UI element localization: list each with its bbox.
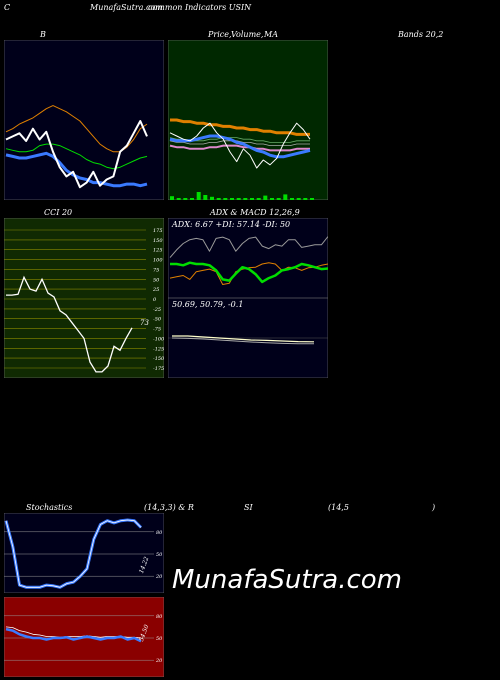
bollinger-price-line: [5, 120, 148, 189]
cci-tick-label: 0: [153, 297, 157, 303]
volume-bar: [270, 198, 274, 200]
rsi-tick-label: 50: [156, 636, 163, 642]
rsi-tick-label: 80: [156, 614, 163, 620]
macd-values: 50.69, 50.79, -0.1: [172, 300, 244, 309]
bbands-label: B: [40, 30, 46, 39]
price-ma-chart: [168, 40, 328, 200]
price-label: Price,: [208, 30, 232, 39]
stochastics-background: [4, 513, 164, 593]
cci-tick-label: -150: [153, 356, 164, 362]
cci-tick-label: 75: [153, 267, 159, 273]
header-title: common Indicators USIN: [148, 3, 252, 12]
header-left: C: [4, 3, 11, 12]
rsi-chart: 80 50 20: [4, 597, 164, 677]
price-ma-background: [168, 40, 328, 200]
ma-label: MA: [264, 30, 278, 39]
macd-chart: [168, 298, 328, 378]
adx-macd-label: ADX & MACD 12,26,9: [210, 208, 300, 217]
cci-chart: 175 150 125 100 75 50 25 0 -25 -50 -75 -100 -125 -150…: [4, 218, 164, 378]
volume-bar: [310, 198, 314, 200]
volume-bar: [236, 198, 241, 200]
stoch-params-label: (14,3,3) & R: [144, 503, 194, 512]
volume-bar: [283, 194, 288, 200]
cci-tick-label: 100: [153, 258, 163, 264]
volume-bar: [303, 198, 308, 200]
rsi-close-label: ): [432, 503, 436, 512]
volume-bar: [250, 198, 254, 200]
macd-signal-line: [171, 337, 314, 345]
volume-bar: [296, 198, 301, 200]
cci-tick-label: -175: [153, 366, 164, 372]
pm-price-line: [169, 122, 311, 169]
volume-bar: [263, 195, 268, 200]
volume-bar: [216, 198, 221, 200]
cci-label: CCI 20: [44, 208, 73, 217]
rsi-tick-label: 20: [155, 658, 163, 664]
volume-bar: [196, 192, 201, 200]
cci-tick-label: 150: [153, 238, 163, 244]
pm-ma-long-line: [169, 144, 310, 152]
stoch-tick-label: 20: [155, 574, 163, 580]
cci-last-value: 73: [140, 319, 149, 327]
pm-ma-grey-line: [169, 140, 310, 146]
rsi-line: [5, 627, 142, 643]
volume-bar: [256, 198, 261, 200]
volume-bar: [223, 198, 228, 200]
volume-bar: [190, 198, 194, 200]
macd-line: [172, 335, 315, 343]
cci-tick-label: 25: [152, 287, 159, 293]
stoch-label: Stochastics: [26, 503, 73, 512]
si-label: SI: [244, 503, 253, 512]
volume-label: Volume,: [231, 30, 264, 39]
volume-bar: [176, 198, 181, 200]
rsi-params-label: (14,5: [328, 503, 349, 512]
cci-tick-label: -75: [153, 327, 161, 333]
bollinger-upper-line: [5, 143, 148, 170]
stoch-d-line: [5, 519, 142, 588]
cci-line: [6, 275, 133, 373]
bollinger-chart: [4, 40, 164, 200]
watermark: MunafaSutra.com: [172, 565, 403, 595]
stochastics-chart: 80 50 20: [4, 513, 164, 593]
cci-tick-label: 175: [153, 228, 163, 234]
bands-label: Bands 20,2: [398, 30, 444, 39]
adx-plus-di-line: [170, 261, 328, 284]
volume-bar: [170, 196, 174, 200]
cci-tick-label: -125: [153, 346, 164, 352]
volume-bar: [230, 198, 234, 200]
cci-tick-label: -100: [153, 336, 164, 342]
volume-bar: [276, 198, 281, 200]
adx-values: ADX: 6.67 +DI: 57.14 -DI: 50: [172, 220, 291, 229]
volume-bar: [183, 198, 188, 200]
bollinger-middle-line: [5, 151, 148, 188]
cci-tick-label: -25: [153, 307, 161, 313]
volume-bar: [203, 195, 208, 200]
volume-bar: [243, 198, 248, 200]
stoch-tick-label: 80: [156, 530, 163, 536]
adx-line: [169, 236, 328, 258]
stoch-tick-label: 50: [156, 552, 163, 558]
pm-ma-short-line: [170, 118, 310, 136]
pm-ma-mid-line: [169, 134, 311, 159]
bollinger-background: [4, 40, 164, 200]
cci-tick-label: 50: [153, 277, 160, 283]
volume-bar: [210, 196, 214, 200]
header-site: MunafaSutra.com: [90, 3, 163, 12]
volume-bar: [290, 198, 294, 200]
cci-tick-label: 125: [153, 248, 163, 254]
cci-tick-label: -50: [153, 317, 162, 323]
adx-background: [168, 218, 328, 298]
cci-background: [4, 218, 164, 378]
adx-chart: [168, 218, 328, 298]
